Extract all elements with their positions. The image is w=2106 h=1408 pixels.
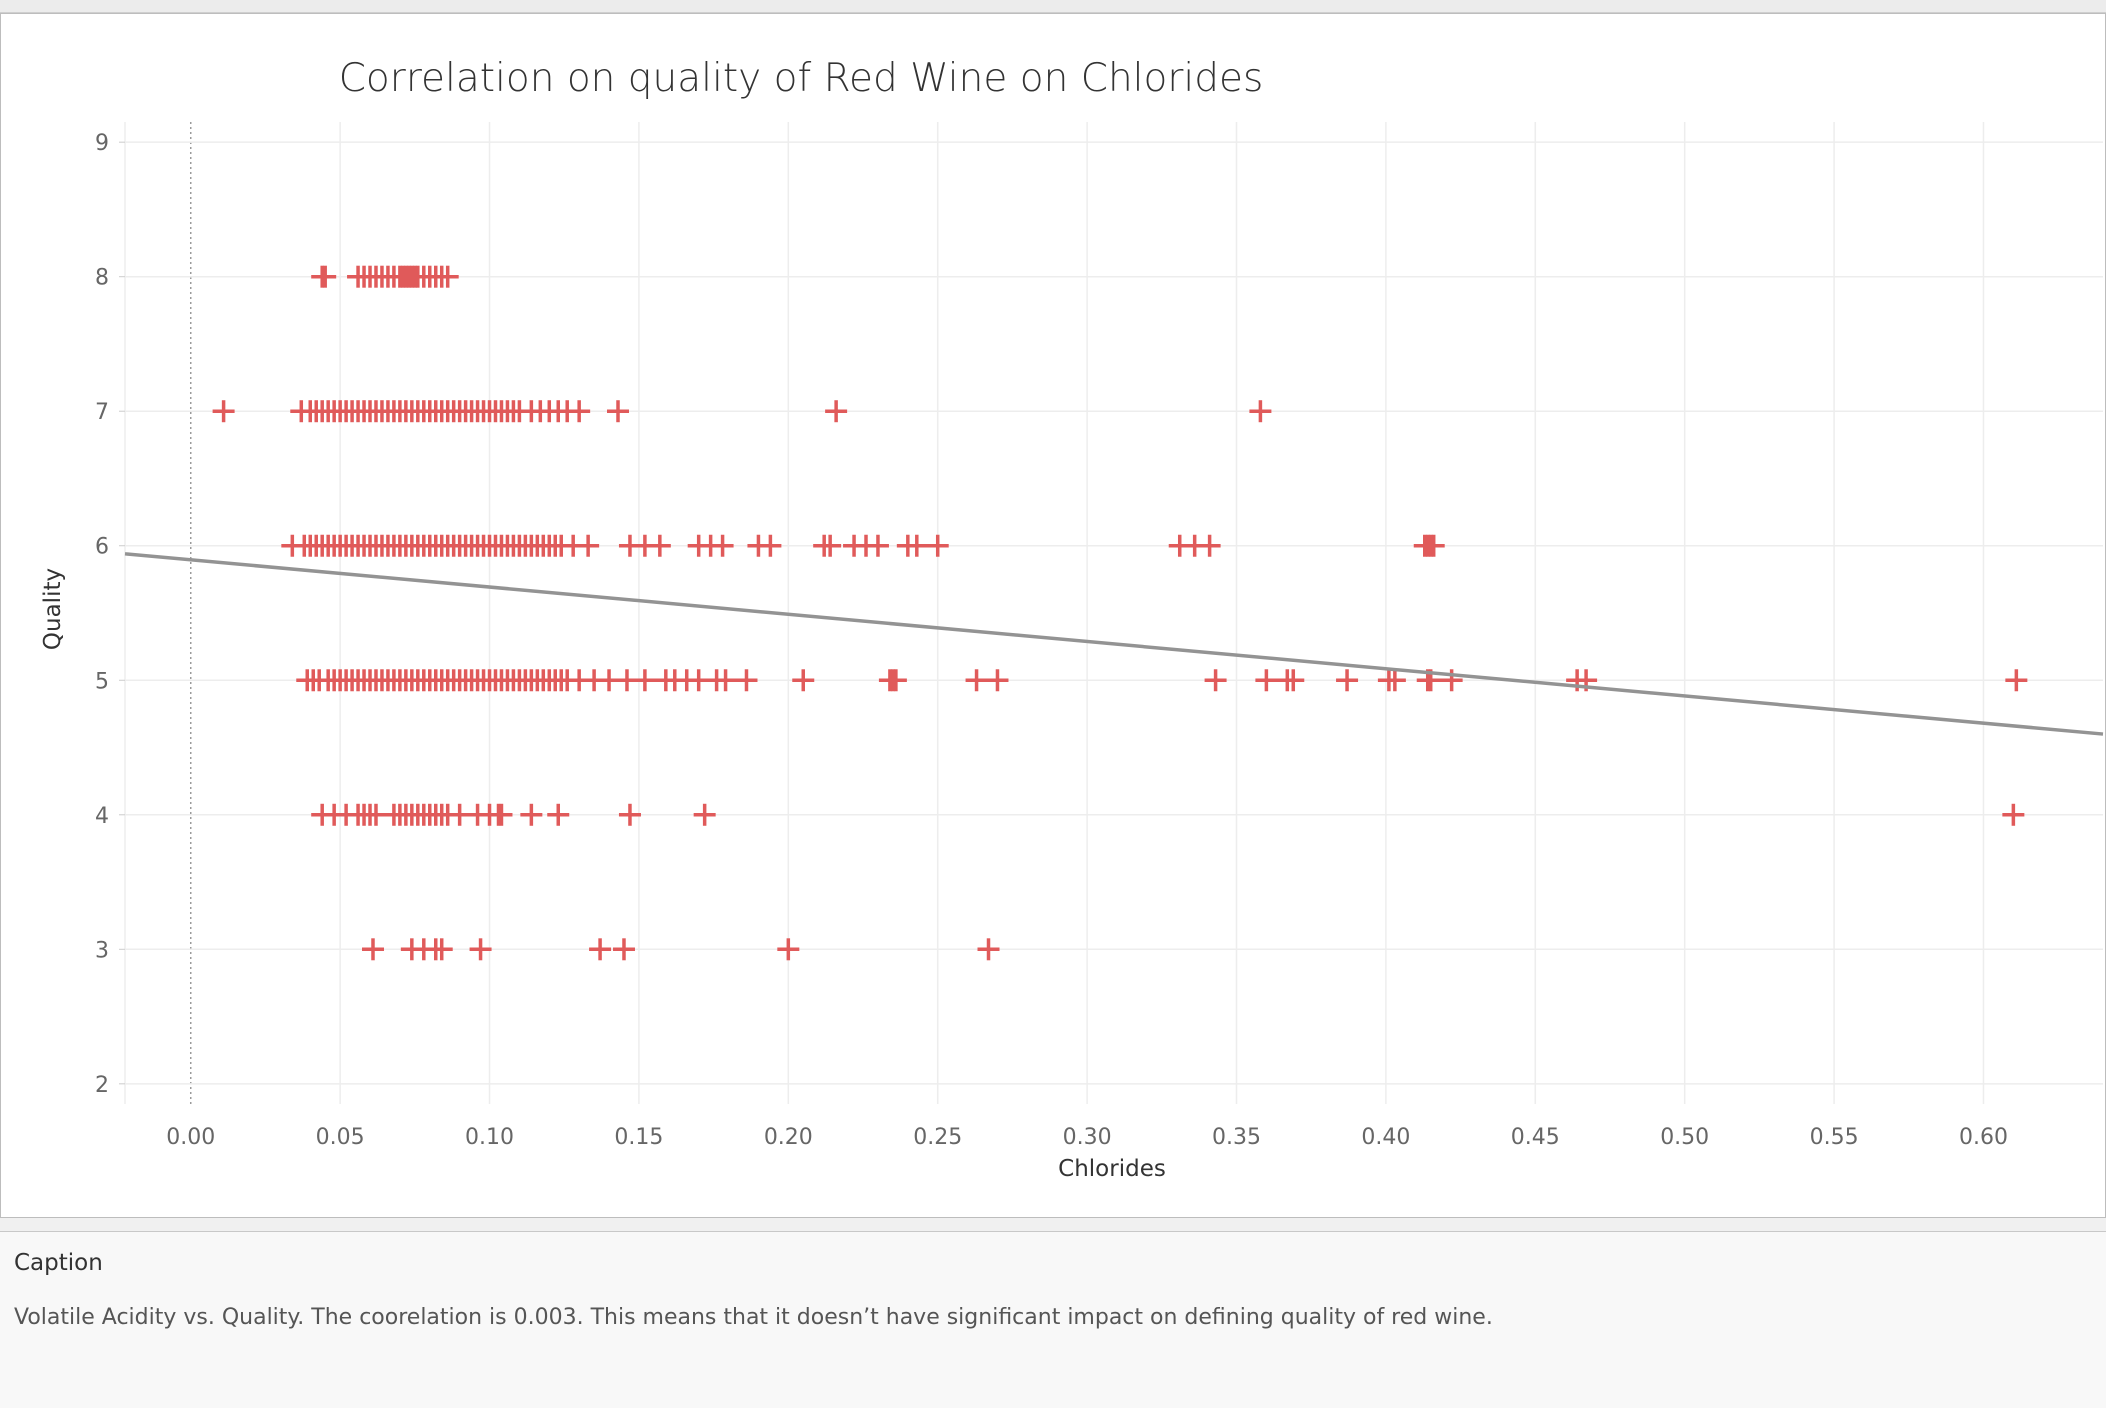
data-point [633,669,656,692]
data-point [1282,669,1305,692]
data-point [648,534,671,557]
data-point [1440,669,1463,692]
data-point [1249,400,1272,423]
data-point [490,803,513,826]
data-point [436,265,459,288]
axis-layer: 0.00 0.05 0.10 0.15 0.20 0.25 0.30 0.35 0.40 0.45… [95,131,2008,1150]
x-tick-label: 0.60 [1959,1125,2008,1150]
caption-title: Caption [14,1250,103,1276]
x-tick-label: 0.10 [465,1125,514,1150]
x-tick-label: 0.15 [614,1125,663,1150]
data-point [520,803,543,826]
data-point [1383,669,1406,692]
data-point [792,669,815,692]
data-point [759,534,782,557]
data-point [589,938,612,961]
grid-layer [124,122,2103,1104]
data-point [1422,534,1445,557]
x-tick-label: 0.25 [913,1125,962,1150]
data-point [361,938,384,961]
data-point [711,534,734,557]
data-point [314,265,337,288]
y-tick-label: 6 [95,535,109,560]
data-point [547,803,570,826]
x-tick-label: 0.05 [316,1125,365,1150]
data-point [1336,669,1359,692]
data-point [577,534,600,557]
data-point [1204,669,1227,692]
data-point [825,400,848,423]
y-tick-label: 9 [95,131,109,156]
data-point [977,938,1000,961]
data-point [607,400,630,423]
y-tick-label: 3 [95,938,109,963]
x-tick-label: 0.20 [764,1125,813,1150]
x-tick-label: 0.55 [1810,1125,1859,1150]
data-point [735,669,758,692]
data-point [714,669,737,692]
x-tick-label: 0.30 [1063,1125,1112,1150]
data-point [986,669,1009,692]
data-point [693,803,716,826]
data-point [819,534,842,557]
y-axis-title: Quality [40,568,66,650]
point-layer [212,265,2028,961]
caption-text: Volatile Acidity vs. Quality. The coorel… [14,1305,1493,1330]
data-point [618,803,641,826]
data-point [884,669,907,692]
x-tick-label: 0.00 [166,1125,215,1150]
x-tick-label: 0.35 [1212,1125,1261,1150]
y-tick-label: 5 [95,669,109,694]
caption-panel: Caption Volatile Acidity vs. Quality. Th… [0,1231,2106,1408]
data-point [1255,669,1278,692]
y-tick-label: 7 [95,400,109,425]
data-point [905,534,928,557]
x-tick-label: 0.40 [1361,1125,1410,1150]
data-point [612,938,635,961]
x-tick-label: 0.45 [1511,1125,1560,1150]
data-point [2005,669,2028,692]
data-point [212,400,235,423]
y-tick-label: 8 [95,266,109,291]
x-axis-title: Chlorides [1058,1156,1166,1182]
data-point [2002,803,2025,826]
data-point [926,534,949,557]
data-point [469,938,492,961]
trend-layer [124,552,2104,736]
data-point [866,534,889,557]
x-tick-label: 0.50 [1660,1125,1709,1150]
chart-title: Correlation on quality of Red Wine on Ch… [339,56,1264,101]
data-point [1198,534,1221,557]
scatter-chart: 0.00 0.05 0.10 0.15 0.20 0.25 0.30 0.35 0.40 0.45… [40,56,2104,1182]
data-point [430,938,453,961]
chart-panel: 0.00 0.05 0.10 0.15 0.20 0.25 0.30 0.35 0.40 0.45… [0,13,2106,1218]
trend-line [124,552,2104,736]
data-point [568,400,591,423]
y-tick-label: 2 [95,1073,109,1098]
top-strip [0,0,2106,13]
data-point [965,669,988,692]
y-tick-label: 4 [95,804,109,829]
data-point [777,938,800,961]
